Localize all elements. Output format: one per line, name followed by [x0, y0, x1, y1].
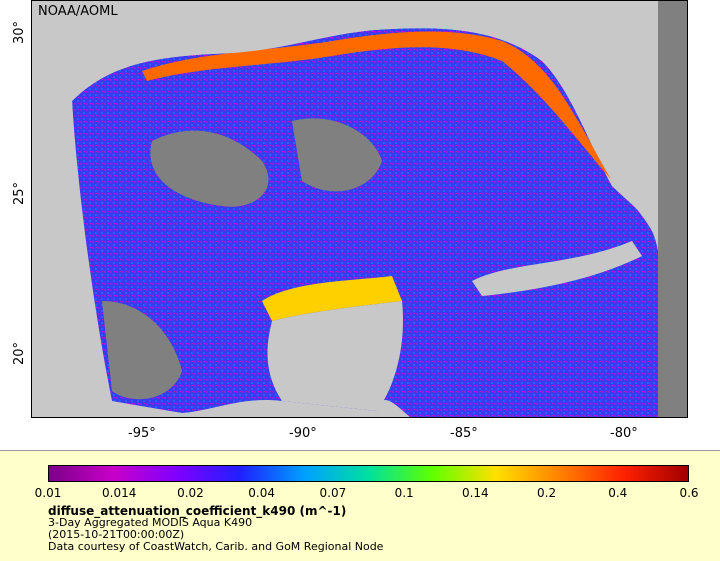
coastal-band-yucatan [262, 276, 402, 321]
no-data-region [292, 118, 382, 192]
no-data-region [102, 301, 182, 400]
colorbar-tick-label: 0.14 [461, 486, 489, 500]
no-data-region [150, 130, 269, 207]
legend-panel: 0.01 0.014 0.02 0.04 0.07 0.1 0.14 0.2 0.4 0.6 di… [0, 450, 720, 561]
lon-label-95: -95° [128, 426, 156, 441]
land-cuba [472, 241, 642, 296]
no-data-region [658, 1, 687, 417]
colorbar-tick-label: 0.014 [102, 486, 137, 500]
legend-line-2: (2015-10-21T00:00:00Z) [48, 528, 185, 541]
land-north [32, 1, 687, 181]
colorbar-tick-label: 0.02 [177, 486, 204, 500]
gulf-water [72, 28, 658, 417]
lon-label-85: -85° [450, 426, 478, 441]
land-mexico [32, 101, 112, 417]
colorbar-tick-label: 0.07 [319, 486, 347, 500]
legend-line-1: 3-Day Aggregated MODIS Aqua K490 [48, 516, 253, 529]
legend-line-3: Data courtesy of CoastWatch, Carib. and … [48, 540, 384, 553]
map-panel[interactable]: NOAA/AOML [31, 0, 688, 418]
lat-label-20: 20° [12, 341, 27, 365]
lat-label-30: 30° [12, 20, 27, 44]
colorbar-tick-label: 0.2 [537, 486, 557, 500]
land-yucatan [267, 301, 403, 411]
lat-label-25: 25° [12, 181, 27, 205]
colorbar-tick-label: 0.01 [34, 486, 62, 500]
land-florida [612, 61, 658, 241]
credit-label: NOAA/AOML [38, 4, 118, 19]
lon-label-80: -80° [610, 426, 638, 441]
legend-title: diffuse_attenuation_coefficient_k490 (m^… [48, 504, 347, 518]
colorbar-tick-label: 0.04 [248, 486, 276, 500]
lon-label-90: -90° [289, 426, 317, 441]
map-canvas [32, 1, 687, 417]
colorbar-tick-label: 0.6 [679, 486, 699, 500]
colorbar [48, 465, 689, 482]
colorbar-tick-label: 0.4 [608, 486, 628, 500]
colorbar-tick-label: 0.1 [394, 486, 414, 500]
